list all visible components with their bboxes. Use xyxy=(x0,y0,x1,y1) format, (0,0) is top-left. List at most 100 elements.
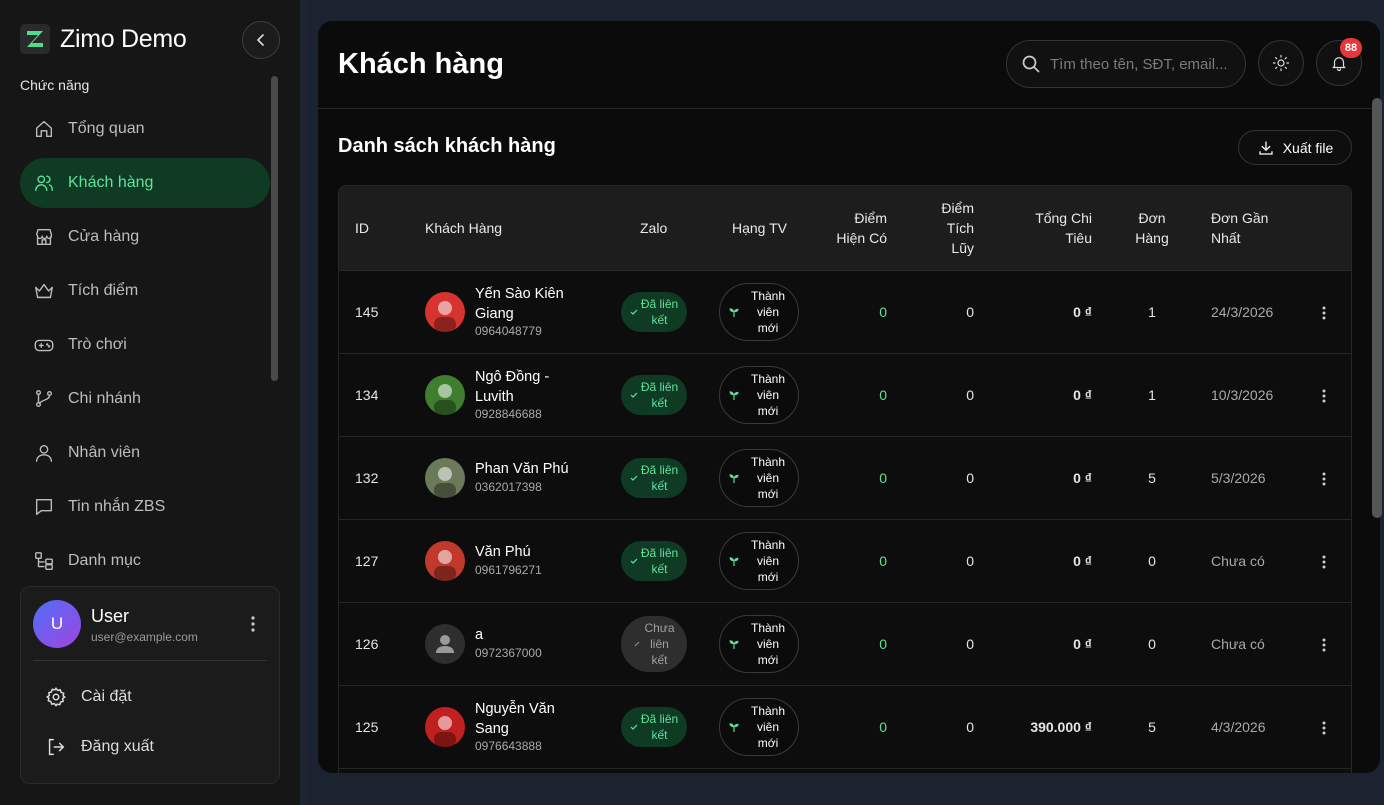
rank-line: Thành xyxy=(750,704,786,718)
gear-icon xyxy=(46,687,66,707)
search-box[interactable] xyxy=(1006,40,1246,88)
sidebar-item-home[interactable]: Tổng quan xyxy=(20,104,270,154)
column-points-current-line2: Hiện Có xyxy=(836,230,887,246)
points-total: 0 xyxy=(966,470,974,486)
points-total: 0 xyxy=(966,636,974,652)
zalo-status-line: Đã liên xyxy=(640,380,679,394)
table-row[interactable]: 134 Ngô Đồng - Luvith 0928846688 Đã liên kết T… xyxy=(339,354,1351,437)
sidebar-item-store[interactable]: Cửa hàng xyxy=(20,212,270,262)
customer-id: 126 xyxy=(355,636,379,652)
rank-badge: Thành viên mới xyxy=(719,698,799,756)
sidebar-item-category[interactable]: Danh mục xyxy=(20,536,270,586)
settings-label: Cài đặt xyxy=(81,688,132,705)
customer-id: 125 xyxy=(355,719,379,735)
column-orders-line2: Hàng xyxy=(1135,230,1169,246)
customer-name[interactable]: Yến Sào Kiên Giang xyxy=(475,284,564,324)
points-total: 0 xyxy=(966,387,974,403)
user-icon xyxy=(35,444,53,462)
check-icon xyxy=(630,475,638,481)
customer-avatar xyxy=(425,292,465,332)
total-spent: 0 ₫ xyxy=(1073,387,1092,403)
export-label: Xuất file xyxy=(1282,139,1334,156)
zimo-logo-icon xyxy=(20,24,50,54)
column-rank[interactable]: Hạng TV xyxy=(732,220,787,236)
row-menu-button[interactable] xyxy=(1314,468,1334,490)
column-total-spent[interactable]: Tổng Chi Tiêu xyxy=(1012,208,1092,248)
sidebar-scrollbar[interactable] xyxy=(271,76,278,381)
brand[interactable]: Zimo Demo xyxy=(20,24,187,54)
customer-name[interactable]: Ngô Đồng - Luvith xyxy=(475,367,549,407)
customer-phone: 0976643888 xyxy=(475,739,542,753)
export-button[interactable]: Xuất file xyxy=(1238,130,1352,165)
column-total-spent-line2: Tiêu xyxy=(1065,230,1092,246)
customer-name[interactable]: a xyxy=(475,625,483,645)
theme-toggle-button[interactable] xyxy=(1258,40,1304,86)
sidebar-item-branch[interactable]: Chi nhánh xyxy=(20,374,270,424)
total-spent: 0 ₫ xyxy=(1073,636,1092,652)
user-menu-button[interactable] xyxy=(245,612,261,636)
zalo-status-line: liên xyxy=(650,637,669,651)
main-scrollbar[interactable] xyxy=(1372,98,1382,518)
customer-name[interactable]: Văn Phú xyxy=(475,542,531,562)
zalo-status-line: kết xyxy=(651,562,668,576)
home-icon xyxy=(35,120,53,138)
customer-name-line: Yến Sào Kiên xyxy=(475,286,564,302)
sidebar-item-gamepad[interactable]: Trò chơi xyxy=(20,320,270,370)
column-id[interactable]: ID xyxy=(355,220,369,236)
last-order-date: 24/3/2026 xyxy=(1211,304,1274,320)
row-menu-button[interactable] xyxy=(1314,302,1334,324)
customer-name-line: Sang xyxy=(475,721,509,737)
row-menu-button[interactable] xyxy=(1314,385,1334,407)
customer-avatar xyxy=(425,375,465,415)
sidebar-item-crown[interactable]: Tích điểm xyxy=(20,266,270,316)
crown-icon xyxy=(35,283,53,299)
column-last-order[interactable]: Đơn Gần Nhất xyxy=(1211,208,1268,248)
row-menu-button[interactable] xyxy=(1314,717,1334,739)
customer-name[interactable]: Nguyễn Văn Sang xyxy=(475,699,555,739)
search-input[interactable] xyxy=(1050,55,1236,73)
customer-name[interactable]: Phan Văn Phú xyxy=(475,459,569,479)
customer-phone: 0972367000 xyxy=(475,646,542,660)
sidebar-item-message[interactable]: Tin nhắn ZBS xyxy=(20,482,270,532)
rank-line: mới xyxy=(757,736,779,750)
column-customer[interactable]: Khách Hàng xyxy=(425,220,503,236)
points-current: 0 xyxy=(879,719,887,735)
page-header: Khách hàng 88 xyxy=(318,21,1380,109)
row-menu-button[interactable] xyxy=(1314,634,1334,656)
table-row[interactable]: 125 Nguyễn Văn Sang 0976643888 Đã liên kết Thà… xyxy=(339,686,1351,769)
sidebar-item-users[interactable]: Khách hàng xyxy=(20,158,270,208)
customer-avatar xyxy=(425,707,465,747)
sidebar-item-label: Tích điểm xyxy=(68,282,139,299)
table-row[interactable]: 132 Phan Văn Phú 0362017398 Đã liên kết Thành… xyxy=(339,437,1351,520)
order-count: 5 xyxy=(1148,719,1156,735)
column-zalo[interactable]: Zalo xyxy=(640,220,668,236)
rank-badge: Thành viên mới xyxy=(719,615,799,673)
sidebar-item-user[interactable]: Nhân viên xyxy=(20,428,270,478)
order-count: 1 xyxy=(1148,387,1156,403)
settings-button[interactable]: Cài đặt xyxy=(45,680,132,714)
column-points-current[interactable]: Điểm Hiện Có xyxy=(817,208,887,248)
column-points-total-line2: Tích xyxy=(946,220,974,236)
message-icon xyxy=(35,498,53,516)
table-row[interactable]: 127 Văn Phú 0961796271 Đã liên kết Thành viên m… xyxy=(339,520,1351,603)
table-row[interactable]: 145 Yến Sào Kiên Giang 0964048779 Đã liên kết… xyxy=(339,271,1351,354)
row-menu-button[interactable] xyxy=(1314,551,1334,573)
zalo-status-badge: Đã liên kết xyxy=(621,707,687,747)
zalo-status-line: kết xyxy=(651,653,668,667)
sidebar-edge xyxy=(300,0,308,805)
category-icon xyxy=(35,552,53,570)
column-orders[interactable]: Đơn Hàng xyxy=(1135,208,1169,248)
column-last-order-line2: Nhất xyxy=(1211,230,1241,246)
points-current: 0 xyxy=(879,304,887,320)
table-row[interactable]: 126 a 0972367000 Chưa liên kết Thành viên mới 0 0 0… xyxy=(339,603,1351,686)
avatar[interactable]: U xyxy=(33,600,81,648)
notifications-button[interactable] xyxy=(1316,40,1362,86)
bell-icon xyxy=(1332,57,1346,72)
column-points-total[interactable]: Điểm Tích Lũy xyxy=(914,198,974,258)
sidebar-item-label: Chi nhánh xyxy=(68,390,141,407)
collapse-sidebar-button[interactable] xyxy=(242,21,280,59)
zalo-status-line: Chưa xyxy=(644,621,675,635)
logout-button[interactable]: Đăng xuất xyxy=(45,730,154,764)
points-total: 0 xyxy=(966,553,974,569)
sidebar-item-label: Cửa hàng xyxy=(68,228,140,245)
